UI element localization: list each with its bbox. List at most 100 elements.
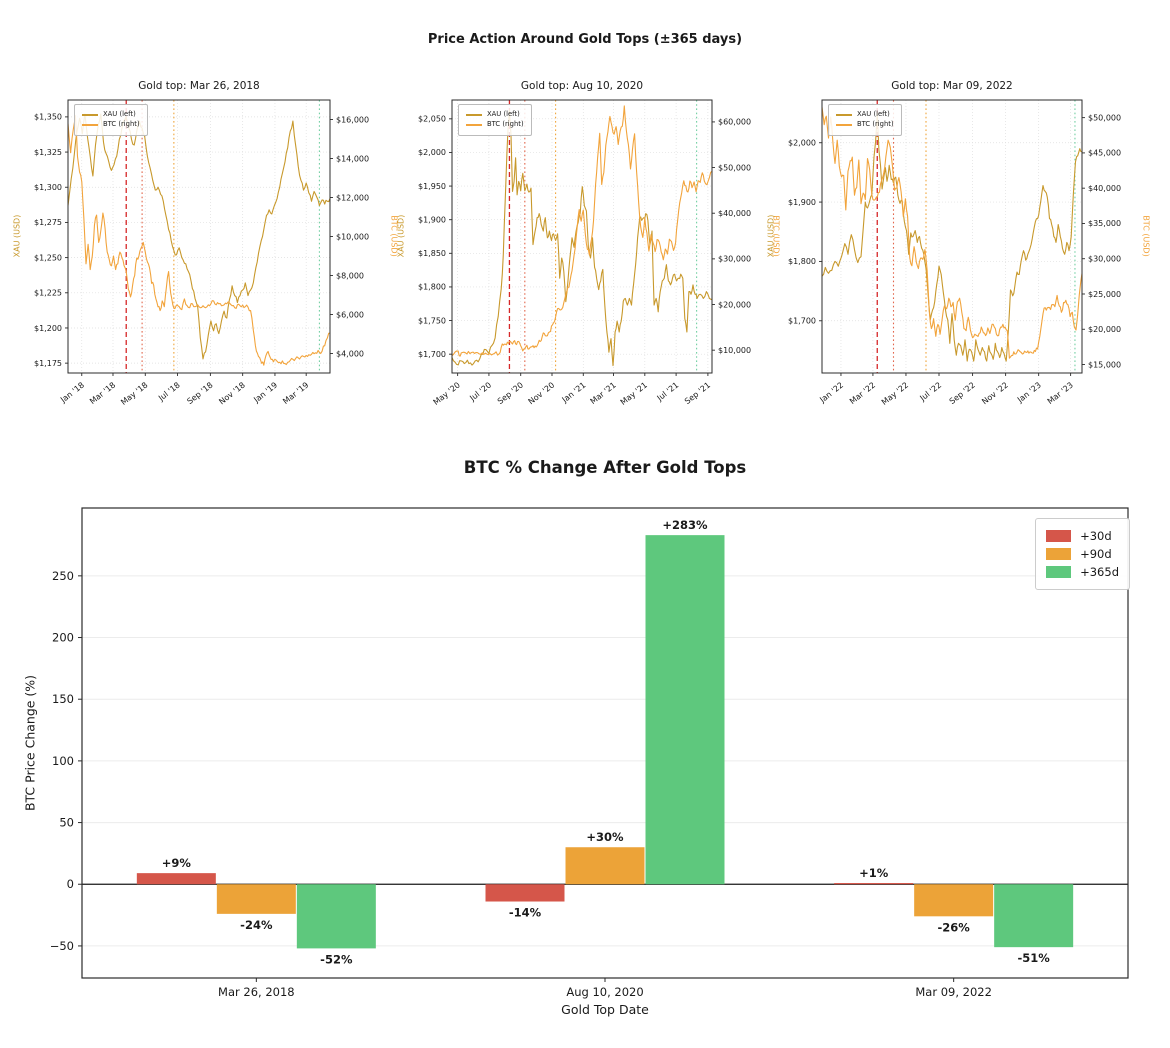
bar-chart-xlabel: Gold Top Date [561,1002,649,1017]
y-tick-label-right: $45,000 [1088,149,1121,158]
y-tick-label-left: $1,700 [418,350,446,359]
bar-+365d-2 [994,884,1074,948]
y-tick-label-left: $1,700 [788,317,816,326]
line-subplot: $1,700 $1,750 $1,800 $1,850 $1,900 $1,950 $2,0… [418,99,751,407]
x-tick-label: May '21 [619,380,649,406]
y-tick-label-left: $2,050 [418,115,446,124]
legend-item-xau: XAU (left) [836,110,894,118]
y-tick-label: −50 [50,939,74,953]
subplot-3-legend: XAU (left) BTC (right) [828,104,902,136]
x-tick-label: Jan '22 [817,380,845,404]
legend-item-xau: XAU (left) [466,110,524,118]
bar-+365d-0 [296,884,376,949]
x-tick-label: Jul '22 [918,380,944,403]
btc-series-path [452,105,712,357]
y-tick-label-right: $40,000 [1088,184,1121,193]
bar-chart-legend: +30d +90d +365d [1035,518,1130,590]
xau-line-swatch [836,113,852,116]
bar-value-label: +9% [162,856,192,870]
y-tick-label-right: $10,000 [718,346,751,355]
bar-365d-swatch [1046,566,1072,578]
legend-label: XAU (left) [103,110,136,118]
legend-label: BTC (right) [487,120,524,129]
x-tick-label: Jan '19 [251,380,279,404]
y-tick-label-right: $35,000 [1088,219,1121,228]
x-tick-label: Nov '20 [527,380,557,406]
x-tick-label: Mar '22 [848,380,877,406]
bar-chart-ylabel: BTC Price Change (%) [22,674,38,812]
x-tick-label: Jan '23 [1015,380,1043,404]
legend-item-90d: +90d [1046,547,1119,561]
y-tick-label-left: $2,000 [418,148,446,157]
y-tick-label-right: $20,000 [1088,325,1121,334]
y-tick-label-left: $1,325 [34,148,62,157]
y-tick-label-left: $1,200 [34,324,62,333]
y-tick-label: 0 [67,877,74,891]
bar-value-label: +30% [586,830,624,844]
y-tick-label-left: $1,800 [418,283,446,292]
y-tick-label-left: $1,750 [418,316,446,325]
y-tick-label-left: $1,250 [34,253,62,262]
btc-series-path [68,115,330,366]
btc-line-swatch [836,124,852,127]
subplot-3-ylabel-left: XAU (USD) [766,214,776,258]
y-tick-label-left: $1,300 [34,183,62,192]
x-tick-label: Mar 09, 2022 [915,985,992,999]
x-tick-label: May '20 [432,380,462,406]
x-tick-label: Sep '18 [185,380,214,406]
bar-value-label: -24% [240,918,273,932]
x-tick-label: Nov '18 [217,380,247,406]
x-tick-label: Sep '20 [496,380,525,406]
x-tick-label: Nov '22 [980,380,1010,406]
xau-line-swatch [82,113,98,116]
btc-line-swatch [82,124,98,127]
x-tick-label: Aug 10, 2020 [566,985,643,999]
y-tick-label-left: $1,275 [34,218,62,227]
bar-+365d-1 [645,535,725,885]
y-tick-label-left: $1,800 [788,257,816,266]
bar-value-label: -26% [938,920,971,934]
bar-value-label: +1% [859,866,889,880]
legend-item-xau: XAU (left) [82,110,140,118]
line-subplot: $1,700 $1,800 $1,900 $2,000 $15,000 $20,000 $2… [788,99,1121,407]
x-tick-label: Jan '18 [58,380,86,404]
legend-label: XAU (left) [857,110,890,118]
bar-30d-swatch [1046,530,1072,542]
xau-series-path [822,112,1082,362]
legend-item-btc: BTC (right) [82,120,140,129]
legend-label: BTC (right) [103,120,140,129]
x-tick-label: Sep '22 [948,380,977,406]
y-tick-label-right: $4,000 [336,349,364,358]
x-tick-label: Mar '19 [281,380,310,406]
y-tick-label-right: $10,000 [336,232,369,241]
bar-+30d-0 [136,873,216,885]
legend-label: +365d [1080,565,1119,579]
bar-subplot: +9% -14% +1% -24% +30% -26% -52% +283% -51% −50 0 5… [50,507,1129,999]
bar-value-label: -52% [320,952,353,966]
y-tick-label-left: $1,900 [788,198,816,207]
legend-item-btc: BTC (right) [466,120,524,129]
x-tick-label: Jul '18 [156,380,182,403]
y-tick-label-left: $1,900 [418,215,446,224]
y-tick-label-left: $1,350 [34,113,62,122]
x-tick-label: Mar '23 [1046,380,1075,406]
subplot-3-ylabel-right: BTC (USD) [1141,215,1151,257]
bar-value-label: +283% [662,518,708,532]
y-tick-label: 50 [59,816,74,830]
x-tick-label: Jul '21 [655,380,681,403]
x-tick-label: May '22 [880,380,910,406]
y-tick-label-right: $50,000 [1088,113,1121,122]
axes-spine [451,99,713,374]
bar-+30d-1 [485,884,565,902]
y-tick-label-left: $1,850 [418,249,446,258]
axes-spine [821,99,1083,374]
line-subplot: $1,175 $1,200 $1,225 $1,250 $1,275 $1,300 $1,3… [34,99,369,407]
figure-title: Price Action Around Gold Tops (±365 days… [427,32,743,47]
legend-item-30d: +30d [1046,529,1119,543]
y-tick-label: 200 [52,631,74,645]
bar-value-label: -14% [509,906,542,920]
y-tick-label-right: $20,000 [718,300,751,309]
x-tick-label: Sep '21 [683,380,712,406]
